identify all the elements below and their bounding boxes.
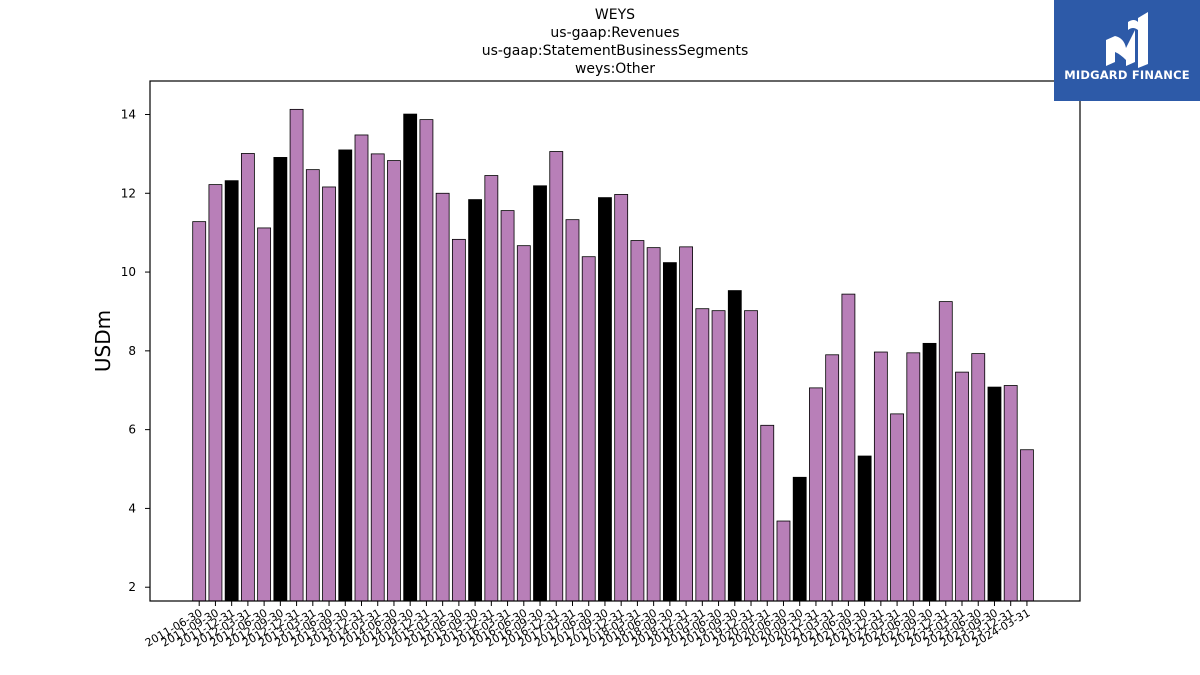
bar: [662, 262, 677, 602]
y-axis: 2 4 6 8 10 12 14: [121, 107, 150, 594]
bar: [273, 157, 288, 602]
y-tick-label: 14: [121, 107, 136, 121]
bar: [679, 246, 693, 602]
bar: [922, 342, 937, 602]
bar: [906, 352, 921, 602]
y-tick-label: 4: [128, 501, 136, 515]
y-axis-label: USDm: [91, 310, 115, 372]
logo-text: MIDGARD FINANCE: [1064, 68, 1190, 82]
bar: [419, 119, 434, 602]
bar: [387, 160, 401, 602]
bars-group: [192, 108, 1034, 602]
chart-subtitle-1: us-gaap:Revenues: [550, 25, 680, 41]
bar: [565, 219, 580, 602]
plot-frame: [149, 80, 1081, 602]
logo-mark-icon: [1106, 12, 1148, 68]
bar: [744, 310, 758, 602]
bar: [727, 290, 742, 602]
bar: [825, 354, 840, 602]
bar: [987, 386, 1002, 602]
bar: [955, 371, 969, 602]
bar: [208, 184, 223, 602]
bar: [484, 175, 499, 602]
bar: [533, 185, 547, 602]
y-tick-label: 8: [128, 344, 136, 358]
bar: [760, 424, 775, 602]
bar: [614, 194, 629, 602]
chart-subtitle-3: weys:Other: [574, 61, 656, 77]
bar: [257, 227, 272, 602]
chart-title-block: WEYS us-gaap:Revenues us-gaap:StatementB…: [150, 6, 1080, 78]
bar: [500, 210, 515, 602]
bar: [890, 413, 904, 602]
bar: [630, 240, 645, 602]
y-tick-label: 2: [128, 580, 136, 594]
bar: [338, 149, 353, 602]
bar: [809, 387, 823, 602]
y-tick-label: 12: [121, 186, 136, 200]
logo: MIDGARD FINANCE: [1054, 0, 1200, 101]
bar: [1003, 385, 1018, 602]
bar: [1020, 449, 1034, 602]
bar: [938, 301, 953, 602]
bar: [792, 476, 807, 602]
bar: [646, 247, 661, 602]
bar: [224, 180, 239, 602]
bar: [468, 199, 483, 602]
bar: [289, 108, 304, 602]
bar: [305, 169, 320, 602]
bar: [370, 153, 385, 602]
bar: [841, 293, 856, 602]
bar: [403, 113, 418, 602]
chart-subtitle-2: us-gaap:StatementBusinessSegments: [481, 43, 749, 59]
y-tick-label: 10: [121, 265, 136, 279]
bar: [322, 186, 336, 602]
bar: [971, 353, 986, 602]
chart-title: WEYS: [594, 7, 636, 23]
bar: [451, 238, 466, 602]
bar: [581, 256, 596, 602]
bar: [857, 455, 872, 602]
bar: [695, 308, 710, 602]
bar: [516, 245, 531, 602]
bar: [435, 192, 450, 602]
bar: [598, 197, 612, 602]
x-axis: 2011-06-302011-09-302011-12-312012-03-31…: [143, 601, 1032, 650]
bar: [711, 310, 726, 602]
y-tick-label: 6: [128, 423, 136, 437]
bar: [776, 520, 791, 602]
bar: [354, 134, 369, 602]
bar: [240, 153, 255, 602]
bar: [873, 351, 888, 602]
bar: [549, 151, 564, 602]
bar: [192, 221, 207, 602]
